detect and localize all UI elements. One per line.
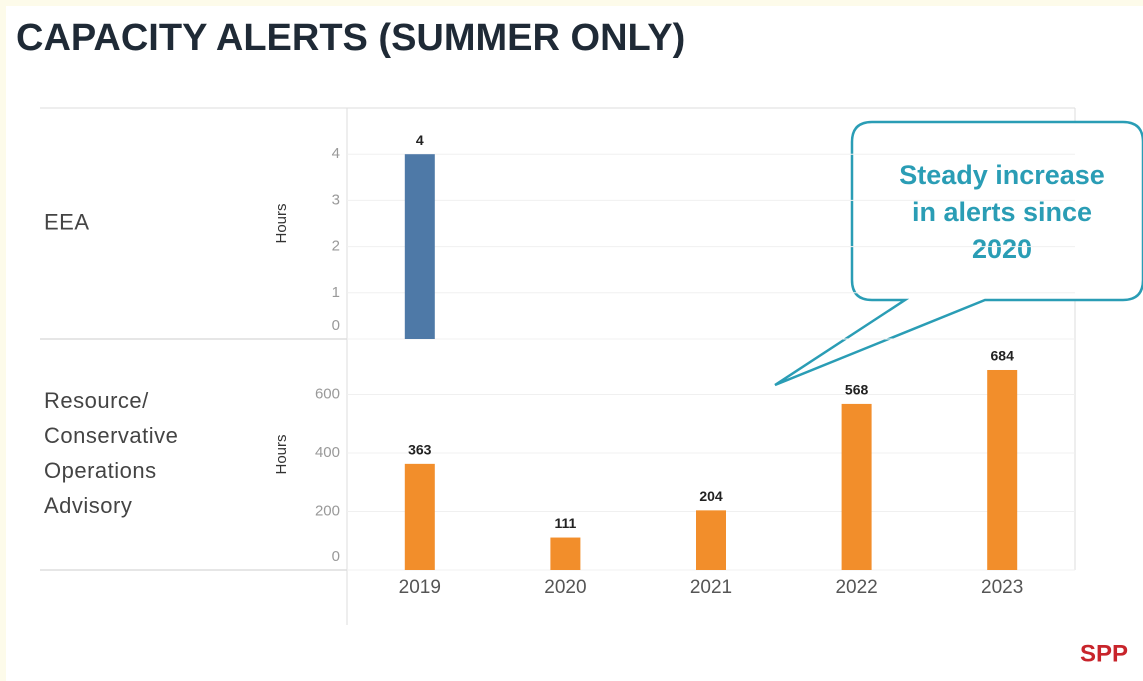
x-tick-label: 2022	[835, 577, 877, 598]
y-tick-label: 0	[332, 548, 340, 565]
slide-title: CAPACITY ALERTS (SUMMER ONLY)	[16, 17, 685, 59]
panel-label: Advisory	[44, 493, 132, 518]
callout-bubble	[774, 120, 1143, 387]
y-axis-label: Hours	[273, 203, 290, 243]
y-tick-label: 4	[332, 145, 340, 162]
bar	[987, 369, 1018, 570]
y-tick-label: 3	[332, 191, 340, 208]
data-label: 568	[845, 382, 869, 398]
x-tick-label: 2021	[690, 577, 732, 598]
data-label: 4	[416, 132, 424, 148]
bar	[404, 463, 435, 570]
x-tick-label: 2020	[544, 577, 586, 598]
data-label: 111	[554, 515, 576, 531]
y-tick-label: 200	[315, 502, 340, 519]
x-tick-label: 2023	[981, 577, 1023, 598]
bar	[841, 403, 872, 570]
data-label: 684	[991, 348, 1015, 364]
callout-text: in alerts since	[912, 197, 1092, 227]
panel-label: Conservative	[44, 423, 178, 448]
panel-label: EEA	[44, 209, 90, 234]
callout: Steady increase in alerts since 2020	[774, 120, 1143, 387]
y-tick-label: 0	[332, 317, 340, 334]
y-tick-label: 600	[315, 386, 340, 403]
y-axis-label: Hours	[273, 434, 290, 474]
bar	[696, 510, 726, 570]
y-tick-label: 1	[332, 284, 340, 301]
logo: SPP	[1080, 640, 1128, 667]
bar	[550, 537, 581, 570]
x-tick-label: 2019	[399, 577, 441, 598]
callout-text: 2020	[972, 234, 1032, 264]
data-label: 363	[408, 442, 432, 458]
y-tick-label: 400	[315, 444, 340, 461]
data-label: 204	[699, 488, 723, 504]
panel-label: Resource/	[44, 388, 149, 413]
panel-label: Operations	[44, 458, 157, 483]
y-tick-label: 2	[332, 238, 340, 255]
bar	[404, 154, 435, 339]
callout-text: Steady increase	[899, 160, 1105, 190]
